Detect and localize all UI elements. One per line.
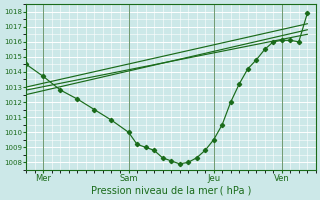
X-axis label: Pression niveau de la mer ( hPa ): Pression niveau de la mer ( hPa ) — [91, 186, 251, 196]
